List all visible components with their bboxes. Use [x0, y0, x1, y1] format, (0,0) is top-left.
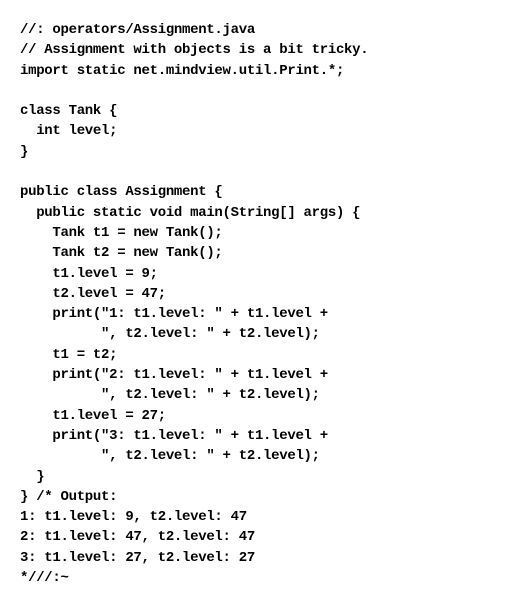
code-line: int level; [20, 123, 117, 139]
code-line: 1: t1.level: 9, t2.level: 47 [20, 509, 247, 525]
code-line: public static void main(String[] args) { [20, 205, 360, 221]
code-line: t1 = t2; [20, 347, 117, 363]
code-line: print("3: t1.level: " + t1.level + [20, 428, 328, 444]
code-listing: //: operators/Assignment.java // Assignm… [20, 20, 506, 588]
code-line: t2.level = 47; [20, 286, 166, 302]
code-line: t1.level = 27; [20, 408, 166, 424]
code-line: } [20, 144, 28, 160]
code-line: //: operators/Assignment.java [20, 22, 255, 38]
code-line: } /* Output: [20, 489, 117, 505]
code-line: } [20, 469, 44, 485]
code-line: 3: t1.level: 27, t2.level: 27 [20, 550, 255, 566]
code-line: print("1: t1.level: " + t1.level + [20, 306, 328, 322]
code-line: print("2: t1.level: " + t1.level + [20, 367, 328, 383]
code-line: Tank t1 = new Tank(); [20, 225, 223, 241]
code-line: t1.level = 9; [20, 266, 158, 282]
code-line: class Tank { [20, 103, 117, 119]
code-line: ", t2.level: " + t2.level); [20, 387, 320, 403]
code-line: *///:~ [20, 570, 69, 586]
code-line: public class Assignment { [20, 184, 223, 200]
code-line: 2: t1.level: 47, t2.level: 47 [20, 529, 255, 545]
code-line: import static net.mindview.util.Print.*; [20, 63, 344, 79]
code-line: // Assignment with objects is a bit tric… [20, 42, 368, 58]
code-line: ", t2.level: " + t2.level); [20, 448, 320, 464]
code-line: ", t2.level: " + t2.level); [20, 326, 320, 342]
code-line: Tank t2 = new Tank(); [20, 245, 223, 261]
